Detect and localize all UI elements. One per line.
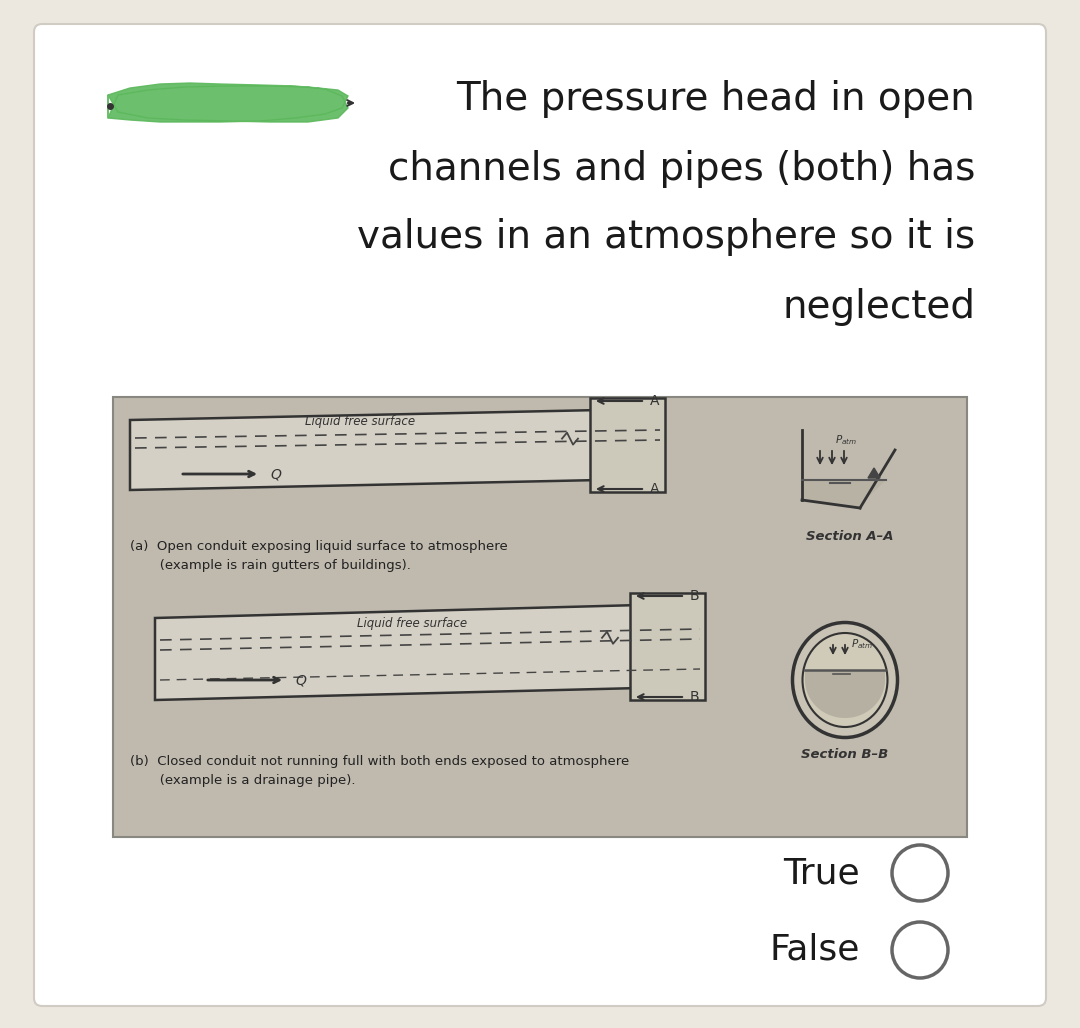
Text: A: A [650,394,660,408]
Bar [590,398,665,492]
Polygon shape [130,410,600,490]
Text: Section B–B: Section B–B [801,748,889,761]
Polygon shape [802,480,886,507]
Text: B: B [690,690,700,704]
Text: (b)  Closed conduit not running full with both ends exposed to atmosphere
      : (b) Closed conduit not running full with… [130,755,630,787]
Text: $P_{atm}$: $P_{atm}$ [851,637,873,651]
Text: neglected: neglected [782,288,975,326]
Ellipse shape [793,623,897,737]
Circle shape [892,845,948,901]
FancyBboxPatch shape [33,24,1047,1006]
Text: True: True [783,856,860,890]
Text: Liquid free surface: Liquid free surface [357,617,468,630]
Polygon shape [156,605,640,700]
Text: values in an atmosphere so it is: values in an atmosphere so it is [356,218,975,256]
Text: Q: Q [295,673,306,687]
Text: Q: Q [270,467,281,481]
Polygon shape [108,83,348,122]
Text: channels and pipes (both) has: channels and pipes (both) has [388,150,975,188]
Bar [630,593,705,700]
Text: Section A–A: Section A–A [807,530,894,543]
Text: $P_{atm}$: $P_{atm}$ [835,433,858,447]
Bar [113,397,967,837]
Text: False: False [770,933,860,967]
Text: A: A [650,482,660,495]
Polygon shape [868,468,880,478]
Text: (a)  Open conduit exposing liquid surface to atmosphere
       (example is rain : (a) Open conduit exposing liquid surface… [130,540,508,572]
Circle shape [892,922,948,978]
Polygon shape [805,670,885,718]
Ellipse shape [802,633,888,727]
Text: The pressure head in open: The pressure head in open [456,80,975,118]
Text: Liquid free surface: Liquid free surface [305,415,415,428]
Text: B: B [690,589,700,603]
